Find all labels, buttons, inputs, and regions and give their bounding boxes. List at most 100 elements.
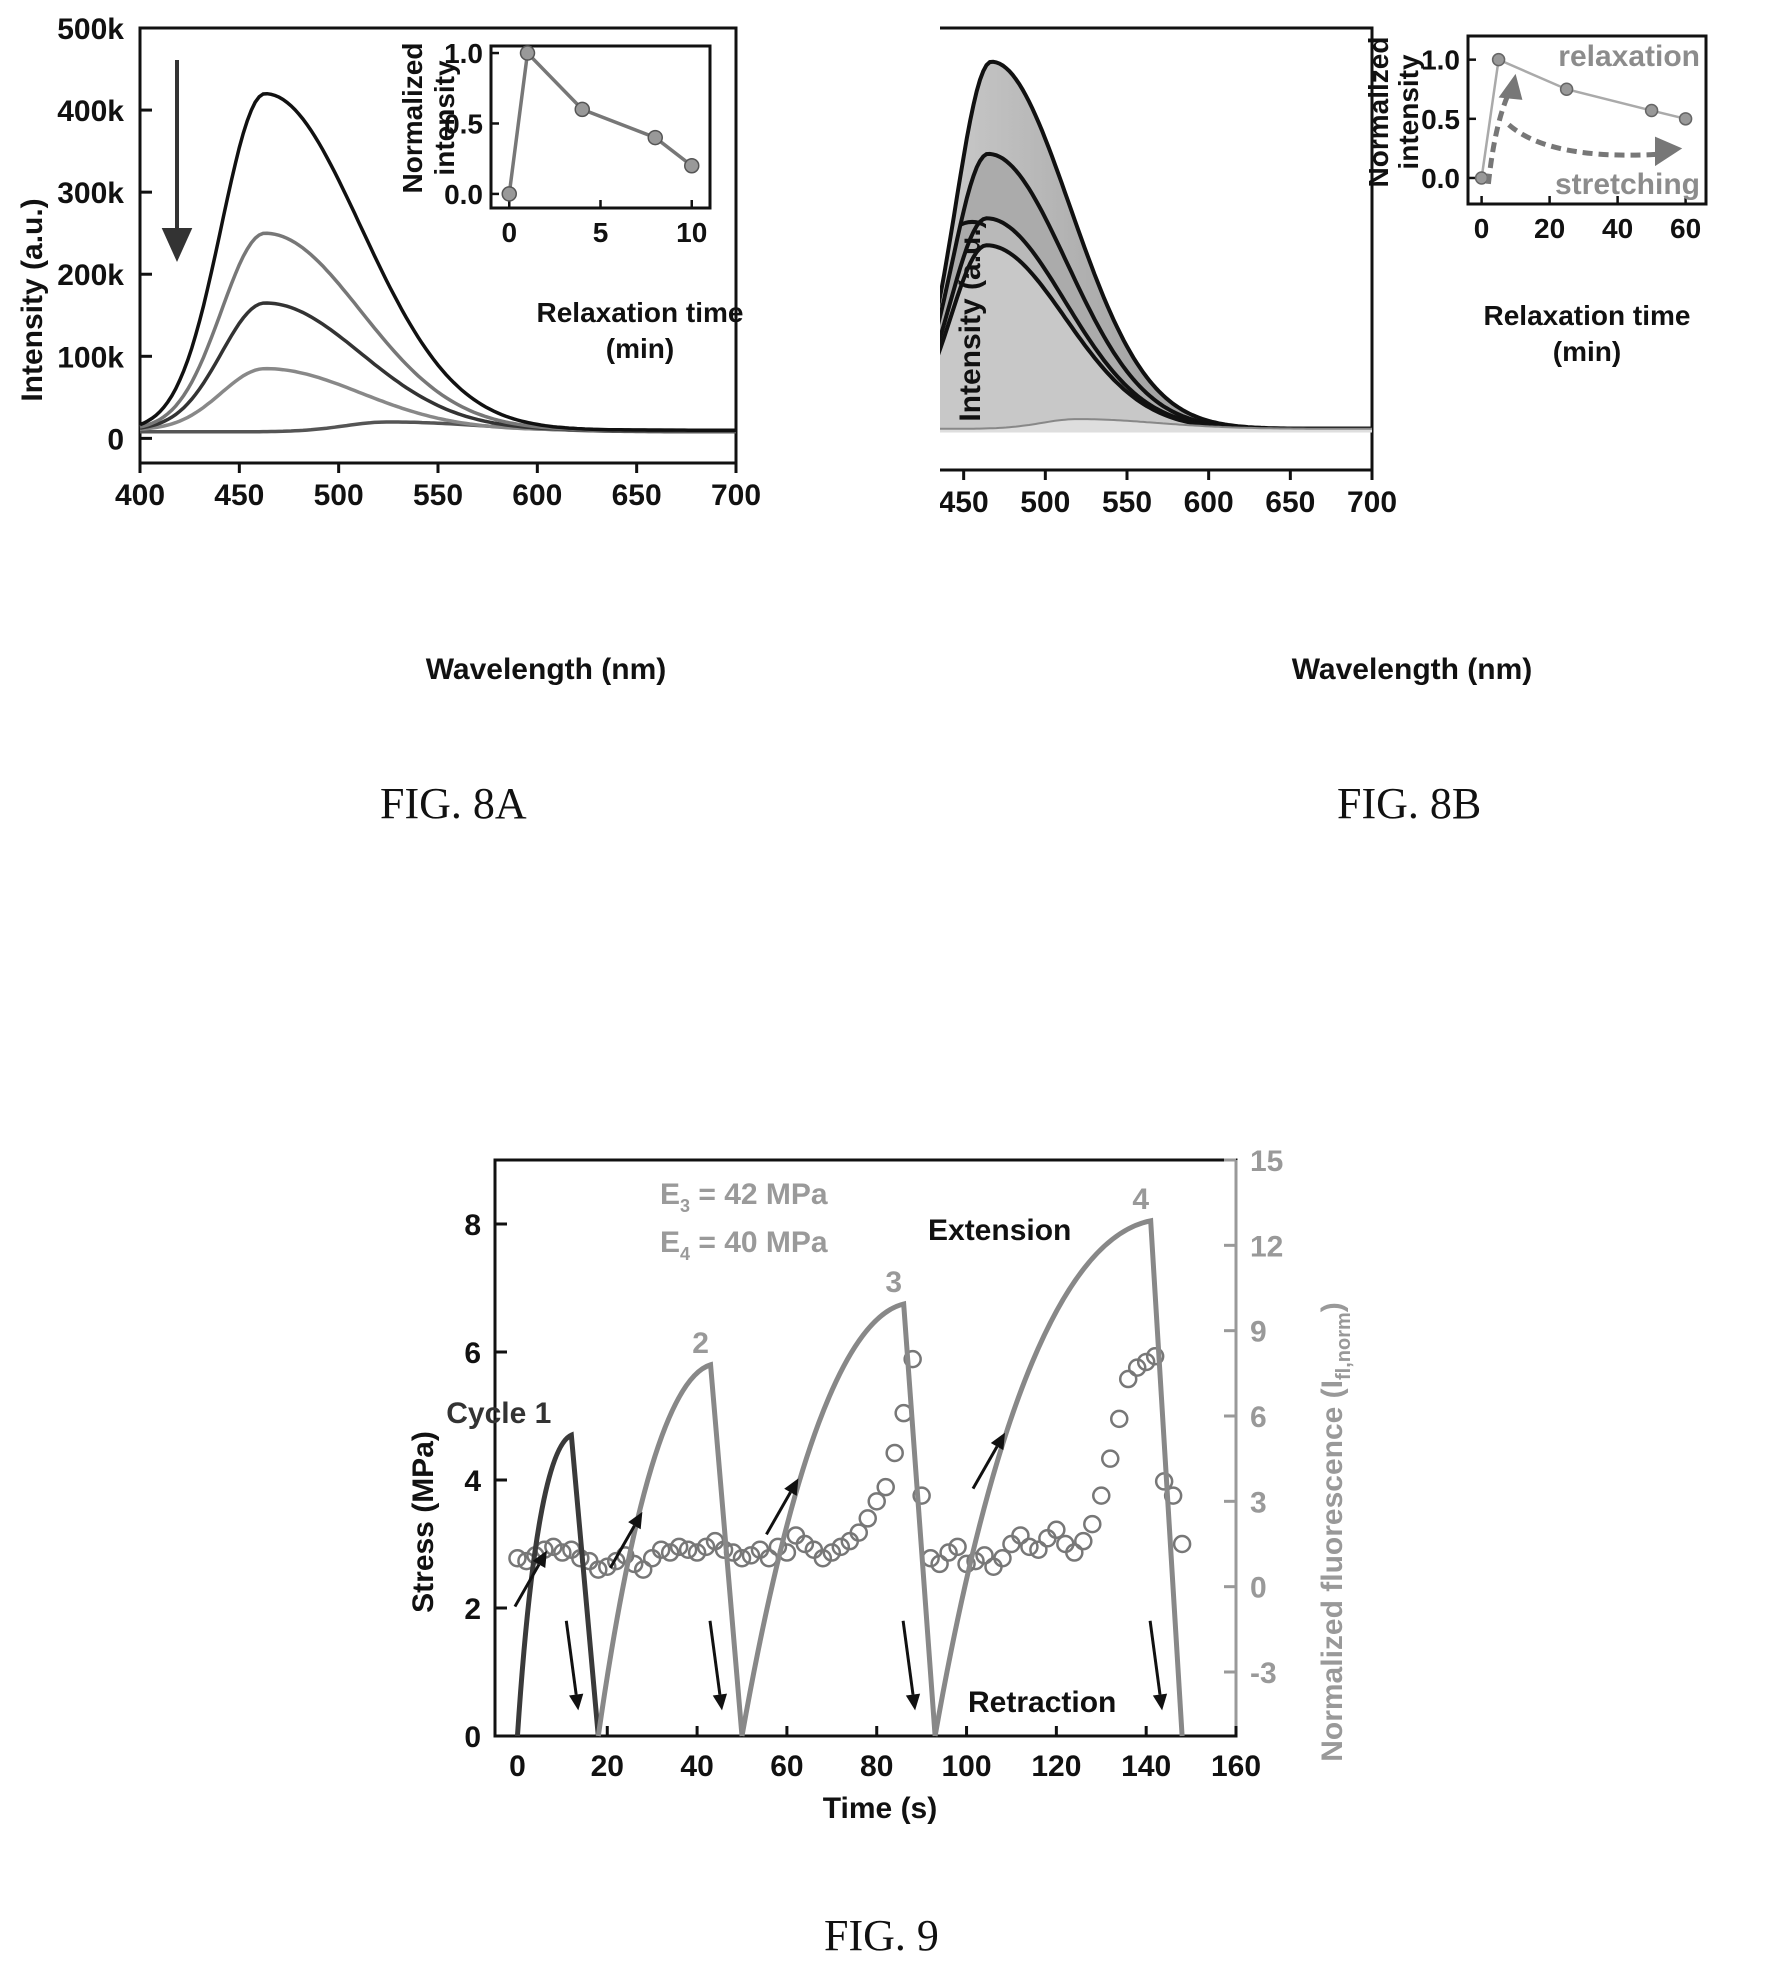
fig9-stress-cycle <box>595 1361 745 1737</box>
fig8a-ytick-label: 200k <box>57 259 124 292</box>
fig9-fluorescence-point <box>930 1554 949 1574</box>
fig8b-series-area <box>940 245 1372 433</box>
fig9-extension-label: Extension <box>928 1214 1071 1247</box>
fig9-fluorescence-point <box>885 1443 904 1463</box>
fig9-e4-annotation: E4 = 40 MPa <box>660 1226 828 1264</box>
fig9-y2label-main: Normalized fluorescence (I <box>1316 1380 1349 1762</box>
fig9-fluorescence-point <box>822 1543 842 1562</box>
fig8a-inset-ytick-label: 0.5 <box>444 108 483 139</box>
fig9-stress-cycle <box>739 1300 938 1737</box>
fig8b-inset-ylabel-w2: intensity <box>1393 54 1424 170</box>
fig9-y2label-end: ) <box>1316 1302 1349 1312</box>
fig9-retraction-arrow-head <box>905 1693 921 1711</box>
fig8a-inset-point <box>501 186 517 202</box>
fig9-extension-arrow-shaft <box>971 1445 999 1490</box>
fig8a-inset-point <box>519 45 536 61</box>
fig8a-plot: 0 100k 200k 300k 400k 500k 400 450 500 550 600 650 7… <box>57 13 761 512</box>
fig9-fluorescence-point <box>813 1548 833 1568</box>
fig9-fluorescence-point <box>544 1537 563 1557</box>
fig8a-inset-line <box>507 49 693 195</box>
fig9-extension-arrow-shaft <box>513 1563 541 1608</box>
fig8a-series-line <box>139 231 736 432</box>
fig8b-inset-point <box>1559 82 1574 96</box>
fig9-e4-rest: = 40 MPa <box>690 1226 828 1259</box>
fig8a-ylabel: Intensity (a.u.) <box>16 198 49 401</box>
fig9-y2label: Normalized fluorescence (Ifl,norm) <box>1316 1302 1355 1762</box>
fig9-ytick-label: 8 <box>464 1209 481 1242</box>
fig8b-inset-stretch-arrowhead <box>1498 73 1523 100</box>
fig8b-xtick-label: 450 <box>940 486 989 519</box>
fig9-fluorescence-point <box>849 1523 869 1542</box>
fig8a-xtick-label: 500 <box>314 479 364 512</box>
fig9-fluorescence-point <box>696 1537 716 1557</box>
fig9-xtick-label: 20 <box>591 1750 624 1783</box>
fig9-chart: 0 2 4 6 8 -3 0 3 6 9 12 15 0 20 40 60 80 100 120 140 160 Cycl… <box>407 1145 1355 1825</box>
fig9-fluorescence-point <box>1172 1534 1192 1554</box>
fig9-fluorescence-point <box>975 1546 994 1565</box>
fig9-fluorescence-point <box>795 1534 815 1554</box>
fig8a-inset-xlabel: Relaxation time (min) <box>537 297 744 364</box>
fig8b-xtick-label: 550 <box>1102 486 1152 519</box>
fig8b-inset-stretching-label: stretching <box>1555 168 1700 201</box>
fig8b-ylabel: Intensity (a.u.) <box>954 218 987 421</box>
fig8a-caption: FIG. 8A <box>380 779 527 828</box>
fig8a-xtick-label: 700 <box>711 479 761 512</box>
fig9-e3-annotation: E3 = 42 MPa <box>660 1178 828 1216</box>
fig9-extension-arrow-head <box>990 1432 1005 1451</box>
fig8b-inset-point <box>1474 171 1489 185</box>
fig9-fluorescence-point <box>948 1537 967 1557</box>
fig9-fluorescence-point <box>939 1543 958 1562</box>
fig9-ytick-label: 0 <box>464 1721 481 1754</box>
fig8a-inset: 0.0 0.5 1.0 0 5 10 <box>444 38 712 248</box>
fig8b-inset-xlabel: Relaxation time (min) <box>1484 300 1691 367</box>
fig8b-inset-xtick-label: 40 <box>1602 213 1633 244</box>
fig9-xtick-label: 0 <box>509 1750 526 1783</box>
fig9-y2label-sub: fl,norm <box>1333 1312 1355 1380</box>
fig9-fluorescence-point <box>1118 1369 1138 1389</box>
fig9-xtick-label: 160 <box>1211 1750 1261 1783</box>
fig9-xtick-label: 140 <box>1121 1750 1171 1783</box>
fig8a-ytick-label: 300k <box>57 177 124 210</box>
fig9-y2tick-label: 6 <box>1250 1401 1267 1434</box>
fig9-fluorescence-point <box>1047 1520 1066 1540</box>
fig9-fluorescence-point <box>1020 1537 1039 1557</box>
fig8a-inset-ylabel-w1: Normalized <box>397 43 428 194</box>
fig8a-inset-xlabel-line1: Relaxation time <box>537 297 744 328</box>
fig8a-inset-xtick-label: 5 <box>593 217 609 248</box>
fig9-fluorescence-point <box>633 1560 653 1579</box>
fig9-fluorescence-point <box>678 1540 698 1559</box>
fig9-fluorescence-point <box>1092 1486 1111 1505</box>
fig9-fluorescence-point <box>741 1546 761 1565</box>
fig9-fluorescence-point <box>1127 1358 1147 1377</box>
fig9-y2tick-label: 3 <box>1250 1486 1267 1519</box>
fig8a-xtick-label: 650 <box>612 479 662 512</box>
fig8a-ytick-label: 500k <box>57 13 124 46</box>
fig9-fluorescence-point <box>651 1540 671 1559</box>
fig9-retraction-arrow-head <box>1152 1693 1168 1711</box>
fig9-xtick-label: 100 <box>942 1750 992 1783</box>
fig8a-inset-point <box>684 157 700 174</box>
fig8b-xtick-label: 650 <box>1265 486 1315 519</box>
fig9-caption: FIG. 9 <box>824 1911 939 1960</box>
fig8a-inset-point <box>574 101 590 118</box>
fig9-cycle-label: 3 <box>885 1266 902 1299</box>
fig8b-inset-relaxation-label: relaxation <box>1558 40 1700 73</box>
fig9-stress-cycle <box>514 1431 601 1737</box>
fig8b-inset-point <box>1644 103 1659 118</box>
fig9-xtick-label: 120 <box>1031 1750 1081 1783</box>
fig9-extension-arrow-head <box>628 1511 643 1530</box>
fig8a-ytick-label: 100k <box>57 341 124 374</box>
fig9-fluorescence-point <box>858 1509 877 1528</box>
fig9-stress-cycle <box>932 1217 1185 1737</box>
fig8a-xtick-label: 400 <box>115 479 165 512</box>
fig9-fluorescence-point <box>966 1551 985 1571</box>
fig8a-xlabel: Wavelength (nm) <box>426 653 667 686</box>
fig9-fluorescence-point <box>1109 1409 1129 1429</box>
fig9-xtick-label: 60 <box>770 1750 803 1783</box>
fig8a-inset-xtick-label: 0 <box>501 217 517 248</box>
fig9-cycle-label: Cycle 1 <box>446 1397 551 1430</box>
fig8a-ytick-label: 0 <box>107 423 124 456</box>
fig9-e4-main: E <box>660 1226 680 1259</box>
fig8b-xtick-label: 500 <box>1020 486 1070 519</box>
fig8b-inset-xtick-label: 20 <box>1534 213 1565 244</box>
